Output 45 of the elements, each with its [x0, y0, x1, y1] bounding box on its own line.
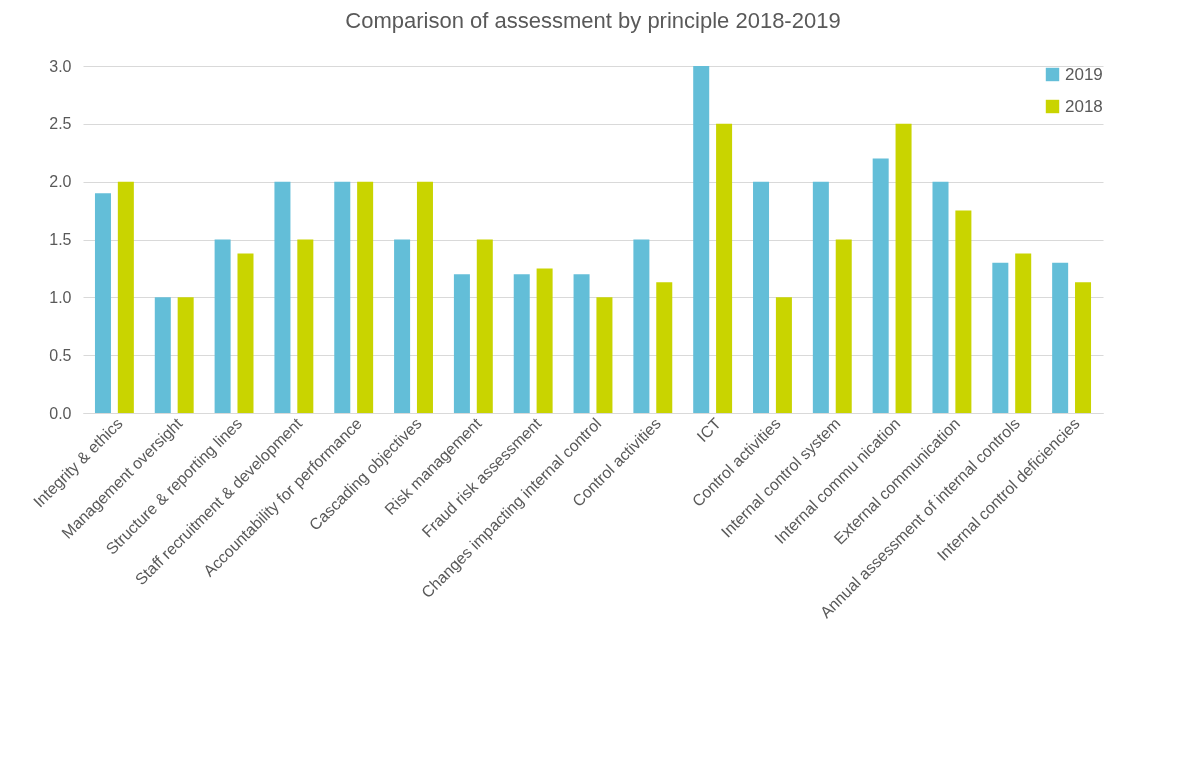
- bar: [1052, 262, 1069, 413]
- y-tick-label: 3.0: [49, 57, 72, 75]
- y-tick-label: 0.0: [49, 404, 72, 422]
- legend-label: 2018: [1065, 96, 1103, 116]
- bar: [716, 123, 733, 413]
- bar: [573, 274, 590, 413]
- y-tick-label: 1.0: [49, 288, 72, 306]
- bar: [416, 181, 433, 413]
- chart-title: Comparison of assessment by principle 2018-2019: [345, 8, 841, 33]
- bar: [536, 268, 553, 413]
- bar: [1015, 253, 1032, 413]
- y-tick-label: 0.5: [49, 346, 72, 364]
- bar: [274, 181, 291, 413]
- legend-label: 2019: [1065, 64, 1103, 84]
- bar: [297, 239, 314, 413]
- bar: [394, 239, 411, 413]
- bar: [872, 158, 889, 413]
- bar: [476, 239, 493, 413]
- bar: [753, 181, 770, 413]
- bar: [154, 297, 171, 413]
- bar: [94, 193, 111, 413]
- y-tick-label: 1.5: [49, 231, 72, 248]
- bar: [237, 253, 254, 413]
- bar: [812, 181, 829, 413]
- bar: [177, 297, 194, 413]
- bar: [214, 239, 231, 413]
- bar: [955, 210, 972, 413]
- bar: [835, 239, 852, 413]
- bar: [656, 282, 673, 413]
- y-tick-label: 2.0: [49, 173, 72, 191]
- bar: [895, 123, 912, 413]
- bar: [453, 274, 470, 413]
- bar: [596, 297, 613, 413]
- bar: [633, 239, 650, 413]
- bar: [334, 181, 351, 413]
- bar: [932, 181, 949, 413]
- y-tick-label: 2.5: [49, 115, 72, 133]
- bar: [992, 262, 1009, 413]
- x-tick-label: ICT: [693, 414, 725, 446]
- bar: [1075, 282, 1092, 413]
- bar: [775, 297, 792, 413]
- bar: [117, 181, 134, 413]
- bar: [693, 66, 710, 413]
- bar: [513, 274, 530, 413]
- bar: [357, 181, 374, 413]
